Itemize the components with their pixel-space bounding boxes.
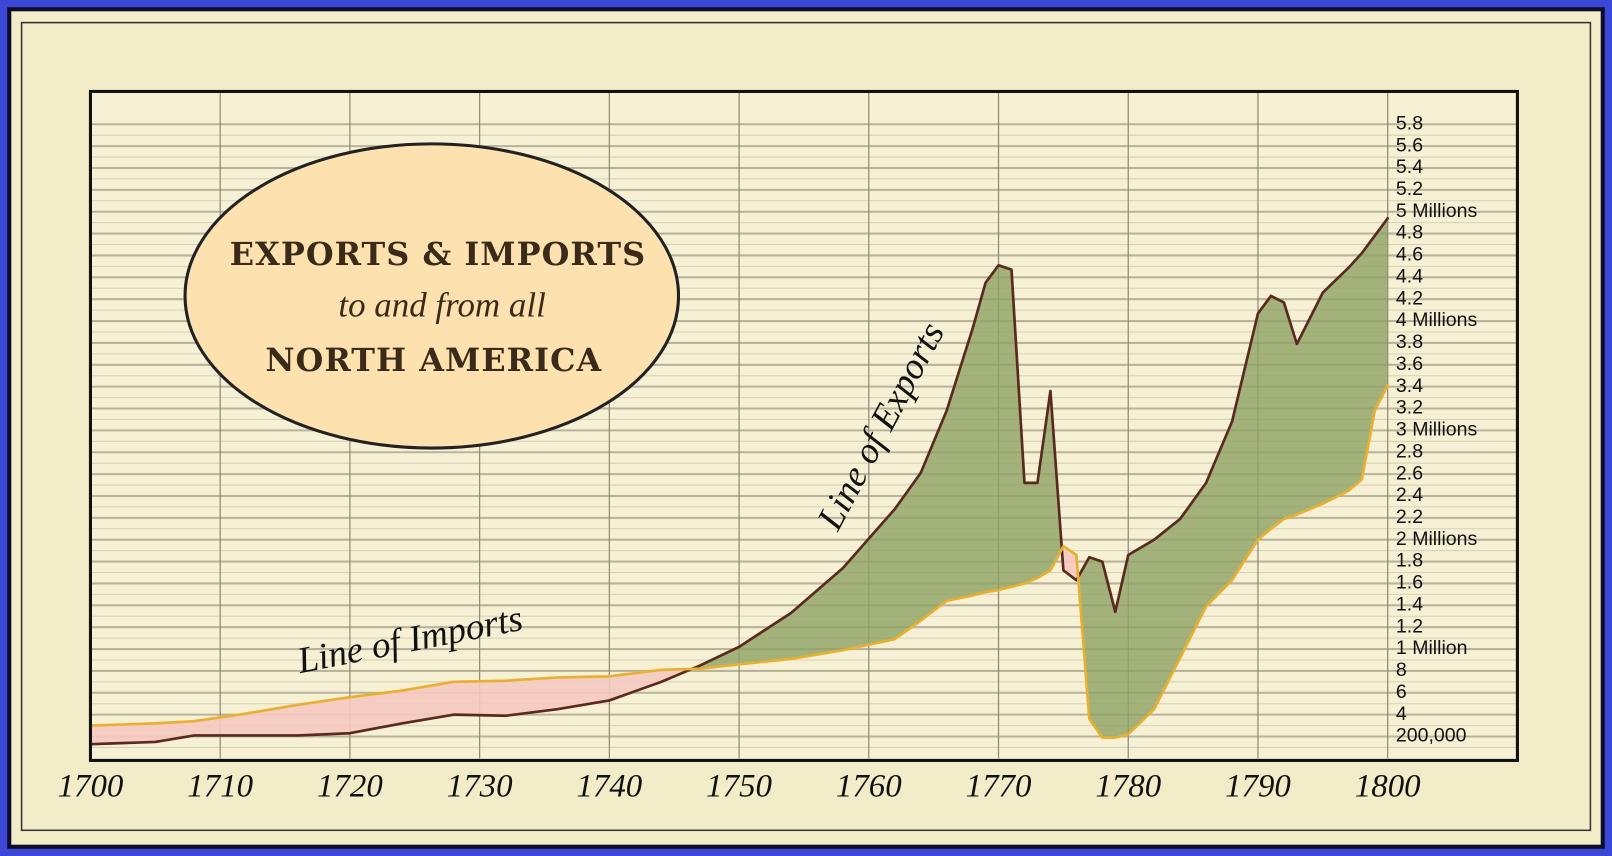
y-tick-label: 2.8 [1396,440,1423,462]
y-tick-label: 200,000 [1396,725,1467,747]
imports-line [89,384,1390,739]
plot-frame [88,89,1519,762]
x-tick-label: 1740 [576,769,642,805]
y-tick-label: 3.6 [1396,353,1423,375]
x-tick-label: 1700 [58,769,124,805]
y-tick-label: 5.2 [1396,178,1423,200]
y-tick-label: 1.4 [1396,593,1423,615]
lines [89,216,1390,746]
chart-subtitle: to and from all [338,286,545,325]
y-tick-label: 1.2 [1396,615,1423,637]
y-tick-label: 4.6 [1396,244,1423,266]
x-tick-label: 1800 [1355,769,1421,805]
y-tick-label: 2.2 [1396,506,1423,528]
y-tick-label: 4 Millions [1396,309,1478,331]
title-ellipse [183,142,681,450]
y-tick-label: 4.2 [1396,287,1423,309]
x-tick-label: 1780 [1095,769,1161,805]
y-tick-label: 6 [1396,681,1407,703]
y-tick-label: 5.4 [1396,156,1423,178]
y-tick-label: 3.8 [1396,331,1423,353]
y-tick-label: 8 [1396,659,1407,681]
y-tick-label: 3 Millions [1396,419,1478,441]
chart-title: NORTH AMERICA [265,341,602,379]
x-tick-label: 1790 [1225,769,1291,805]
y-tick-label: 1 Million [1396,637,1468,659]
y-tick-label: 2.4 [1396,484,1423,506]
y-tick-label: 4.4 [1396,265,1423,287]
x-tick-label: 1730 [447,769,513,805]
y-tick-label: 1.6 [1396,572,1423,594]
chart-title: EXPORTS & IMPORTS [230,235,646,273]
x-tick-label: 1710 [187,769,253,805]
exports-line [89,216,1390,746]
x-tick-label: 1770 [966,769,1032,805]
y-tick-label: 5 Millions [1396,200,1478,222]
y-tick-label: 5.8 [1396,112,1423,134]
inner-border [20,21,1592,832]
y-tick-label: 2.6 [1396,462,1423,484]
y-tick-label: 4.8 [1396,222,1423,244]
y-tick-label: 5.6 [1396,134,1423,156]
y-tick-label: 2 Millions [1396,528,1478,550]
y-tick-label: 1.8 [1396,550,1423,572]
title-cartouche: EXPORTS & IMPORTS to and from all NORTH … [183,142,681,450]
y-tick-label: 3.4 [1396,375,1423,397]
y-tick-label: 3.2 [1396,397,1423,419]
x-tick-label: 1720 [317,769,383,805]
y-tick-label: 4 [1396,703,1407,725]
x-tick-label: 1760 [836,769,902,805]
x-tick-label: 1750 [706,769,772,805]
